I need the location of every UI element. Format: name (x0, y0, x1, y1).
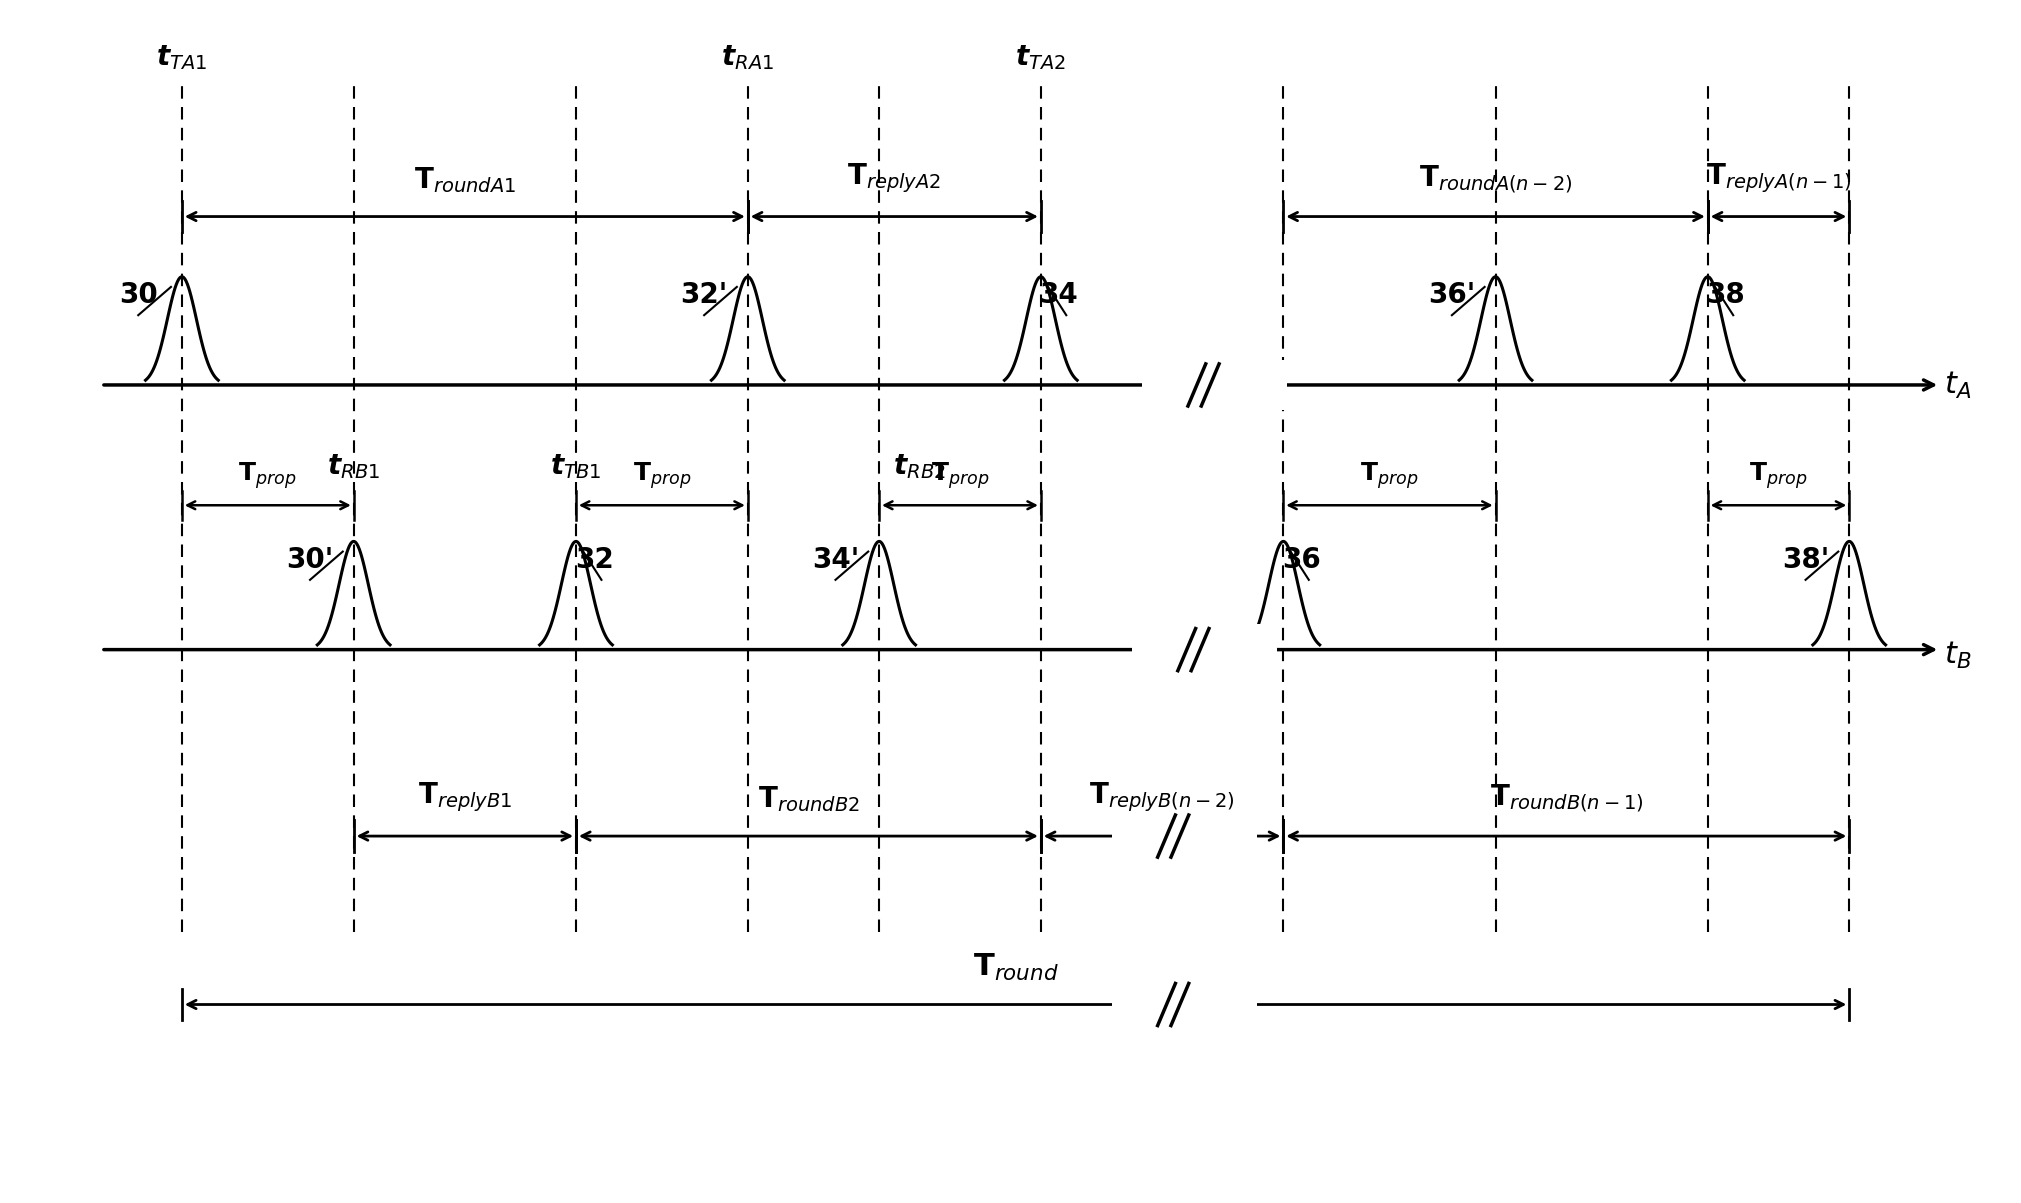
Text: T$_{roundB2}$: T$_{roundB2}$ (758, 784, 859, 814)
Text: t$_{RB1}$: t$_{RB1}$ (327, 452, 380, 481)
Text: T$_{roundB(n-1)}$: T$_{roundB(n-1)}$ (1489, 782, 1643, 814)
Text: 38: 38 (1706, 282, 1746, 309)
Text: t$_{B}$: t$_{B}$ (1944, 640, 1972, 671)
Text: t$_{TA1}$: t$_{TA1}$ (156, 43, 208, 72)
Text: T$_{round}$: T$_{round}$ (972, 952, 1059, 983)
FancyBboxPatch shape (1112, 811, 1257, 861)
Text: T$_{replyB(n-2)}$: T$_{replyB(n-2)}$ (1089, 781, 1235, 814)
Text: T$_{prop}$: T$_{prop}$ (930, 460, 990, 491)
Text: t$_{A}$: t$_{A}$ (1944, 369, 1972, 401)
Text: T$_{prop}$: T$_{prop}$ (1748, 460, 1809, 491)
Text: 32': 32' (681, 282, 728, 309)
Text: t$_{TA2}$: t$_{TA2}$ (1015, 43, 1067, 72)
Text: 34: 34 (1039, 282, 1079, 309)
Text: T$_{replyB1}$: T$_{replyB1}$ (418, 781, 511, 814)
Text: T$_{prop}$: T$_{prop}$ (238, 460, 297, 491)
Text: T$_{replyA(n-1)}$: T$_{replyA(n-1)}$ (1706, 161, 1851, 195)
Text: T$_{replyA2}$: T$_{replyA2}$ (847, 161, 942, 195)
Text: T$_{prop}$: T$_{prop}$ (1360, 460, 1419, 491)
Text: 30: 30 (119, 282, 158, 309)
FancyBboxPatch shape (1142, 360, 1287, 410)
Text: T$_{prop}$: T$_{prop}$ (633, 460, 691, 491)
Text: T$_{roundA(n-2)}$: T$_{roundA(n-2)}$ (1419, 162, 1572, 195)
Text: 34': 34' (812, 546, 859, 574)
FancyBboxPatch shape (1112, 979, 1257, 1030)
Text: t$_{RA1}$: t$_{RA1}$ (721, 43, 774, 72)
FancyBboxPatch shape (1132, 624, 1277, 675)
Text: t$_{TB1}$: t$_{TB1}$ (550, 452, 602, 481)
Text: 36: 36 (1281, 546, 1322, 574)
Text: t$_{RB2}$: t$_{RB2}$ (893, 452, 946, 481)
Text: T$_{roundA1}$: T$_{roundA1}$ (414, 165, 515, 195)
Text: 30': 30' (287, 546, 333, 574)
Text: 36': 36' (1429, 282, 1475, 309)
Text: 38': 38' (1783, 546, 1829, 574)
Text: 32: 32 (574, 546, 614, 574)
